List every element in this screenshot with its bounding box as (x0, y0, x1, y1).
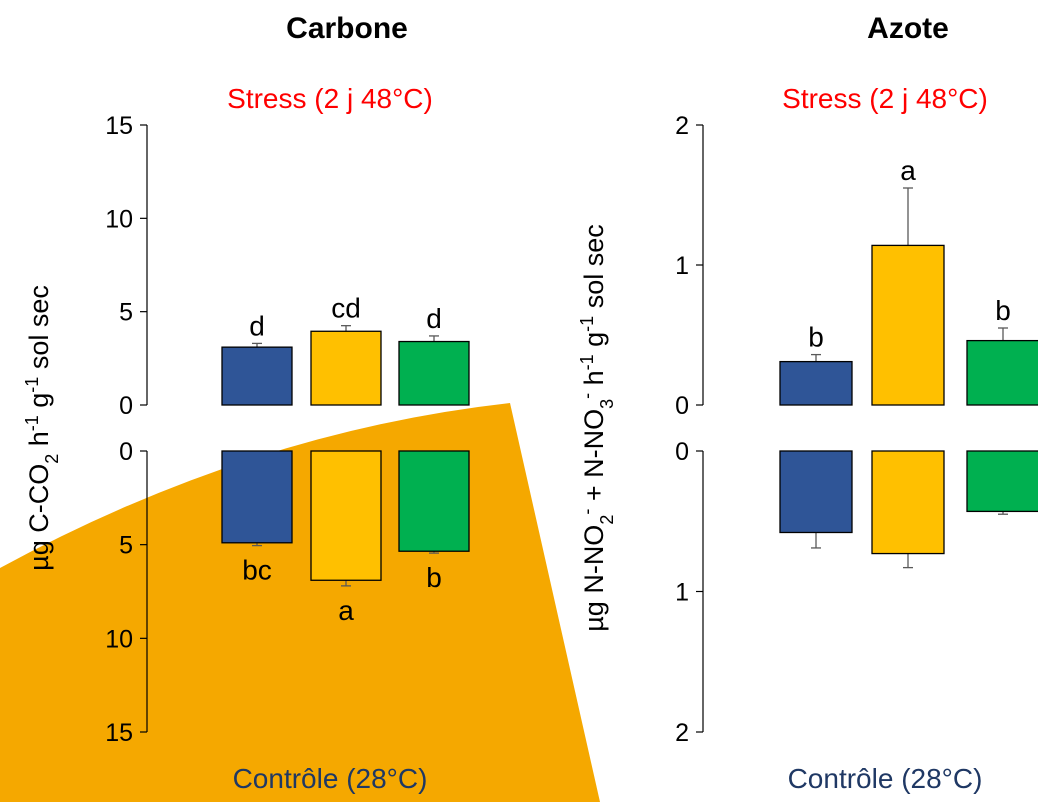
y-tick-label: 0 (675, 392, 689, 420)
y-axis-label-part: 3 (597, 399, 617, 409)
y-axis-label-part: µg C-CO (24, 464, 54, 571)
bar (311, 331, 381, 405)
panel-label: Contrôle (28°C) (233, 763, 428, 794)
panel-label: Stress (2 j 48°C) (227, 83, 433, 114)
chart-title: Azote (867, 12, 949, 45)
significance-letter: bc (242, 555, 272, 586)
significance-letter: a (338, 595, 354, 626)
y-axis-label-part: -1 (577, 354, 597, 370)
y-axis-label-part: -1 (577, 316, 597, 332)
y-tick-label: 10 (105, 625, 133, 653)
y-axis-label-part: -1 (22, 377, 42, 393)
y-tick-label: 1 (675, 252, 689, 280)
bar (399, 451, 469, 551)
y-tick-label: 0 (675, 438, 689, 466)
page: Carboneµg C-CO2 h-1 g-1 sol sec051015Str… (0, 0, 1038, 802)
figure: Carboneµg C-CO2 h-1 g-1 sol sec051015Str… (0, 0, 1038, 802)
chart-title: Carbone (286, 12, 408, 45)
bar (967, 451, 1038, 511)
significance-letter: cd (331, 293, 361, 324)
y-axis-label-part: 2 (597, 515, 617, 525)
bar (399, 342, 469, 405)
significance-letter: d (426, 303, 442, 334)
significance-letter: b (808, 322, 824, 353)
y-axis-label-part: -1 (22, 415, 42, 431)
bar (311, 451, 381, 580)
y-tick-label: 5 (119, 532, 133, 560)
y-axis-label-part: g (579, 332, 609, 355)
bar (222, 347, 292, 405)
y-axis-label-part: sol sec (579, 224, 609, 316)
panel-label: Contrôle (28°C) (788, 763, 983, 794)
y-axis-label-part: µg N-NO (579, 525, 609, 632)
significance-letter: d (249, 310, 265, 341)
decorative-shape (0, 403, 600, 802)
y-tick-label: 15 (105, 112, 133, 140)
bar (967, 341, 1038, 405)
panel-label: Stress (2 j 48°C) (782, 83, 988, 114)
y-axis-label-part: g (24, 393, 54, 416)
y-tick-label: 0 (119, 438, 133, 466)
y-tick-label: 1 (675, 579, 689, 607)
y-axis-label: µg N-NO2- + N-NO3- h-1 g-1 sol sec (577, 224, 617, 632)
y-axis-label-part: h (24, 431, 54, 454)
y-axis-label-part: h (579, 370, 609, 393)
y-axis-label-part: 2 (42, 454, 62, 464)
significance-letter: b (995, 295, 1011, 326)
y-tick-label: 5 (119, 299, 133, 327)
bar (780, 451, 852, 532)
bar (872, 245, 944, 405)
significance-letter: b (426, 562, 442, 593)
y-axis-label-part: sol sec (24, 285, 54, 377)
bar (872, 451, 944, 554)
y-axis-label: µg C-CO2 h-1 g-1 sol sec (22, 285, 62, 571)
y-tick-label: 10 (105, 205, 133, 233)
y-tick-label: 0 (119, 392, 133, 420)
y-tick-label: 2 (675, 719, 689, 747)
y-tick-label: 2 (675, 112, 689, 140)
bar (780, 362, 852, 405)
y-axis-label-part: + N-NO (579, 409, 609, 509)
significance-letter: a (900, 155, 916, 186)
y-tick-label: 15 (105, 719, 133, 747)
bar (222, 451, 292, 543)
